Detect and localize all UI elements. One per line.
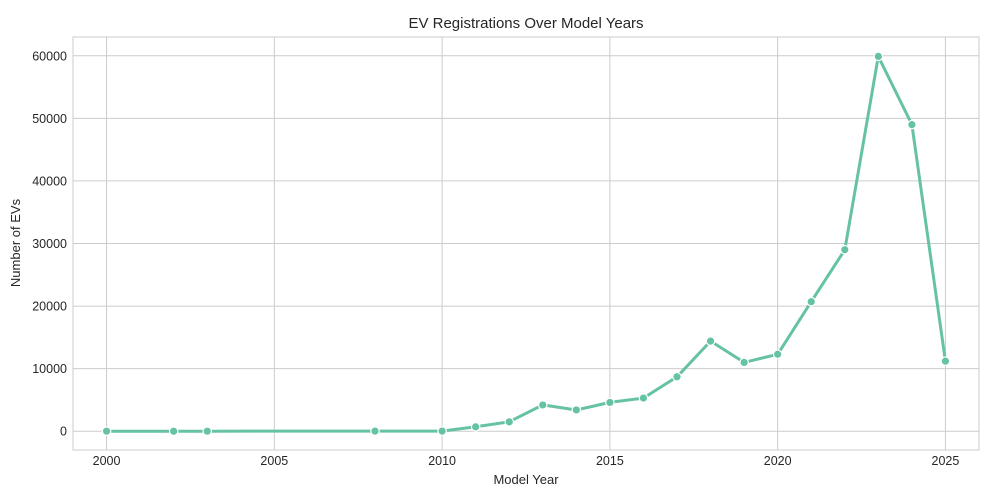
y-axis-ticks: 0 10000 20000 30000 40000 50000 60000 [32,49,67,438]
y-tick-label: 40000 [32,174,67,188]
data-point [202,426,213,436]
chart-title: EV Registrations Over Model Years [408,15,643,32]
data-point [504,417,515,427]
data-point [739,357,749,368]
series-layer [101,51,951,437]
x-tick-label: 2015 [596,454,624,468]
data-point [806,296,817,307]
data-point [370,426,380,436]
data-point [839,244,850,255]
data-point [605,397,615,408]
y-tick-label: 0 [60,425,67,439]
series-line [105,54,947,433]
data-point [638,393,649,403]
x-axis-ticks: 2000 2005 2010 2015 2020 2025 [93,454,960,468]
x-tick-label: 2005 [260,454,288,468]
data-point [705,336,716,346]
x-tick-label: 2000 [93,454,121,468]
data-point [571,405,582,415]
data-point [672,371,682,382]
y-axis-label: Number of EVs [8,198,23,287]
x-tick-label: 2020 [764,454,792,468]
y-tick-label: 60000 [32,49,67,63]
y-tick-label: 50000 [32,112,67,126]
data-point [940,356,951,366]
data-point [101,426,112,436]
x-tick-label: 2010 [428,454,456,468]
data-point [437,426,447,436]
data-point [873,51,884,62]
data-point [470,422,481,432]
data-point [772,349,783,360]
data-point [907,119,917,130]
data-point [168,426,179,437]
data-point [537,400,548,410]
x-tick-label: 2025 [932,454,960,468]
x-axis-label: Model Year [493,472,559,487]
y-tick-label: 30000 [32,237,67,251]
y-tick-label: 10000 [32,362,67,376]
y-tick-label: 20000 [32,300,67,314]
